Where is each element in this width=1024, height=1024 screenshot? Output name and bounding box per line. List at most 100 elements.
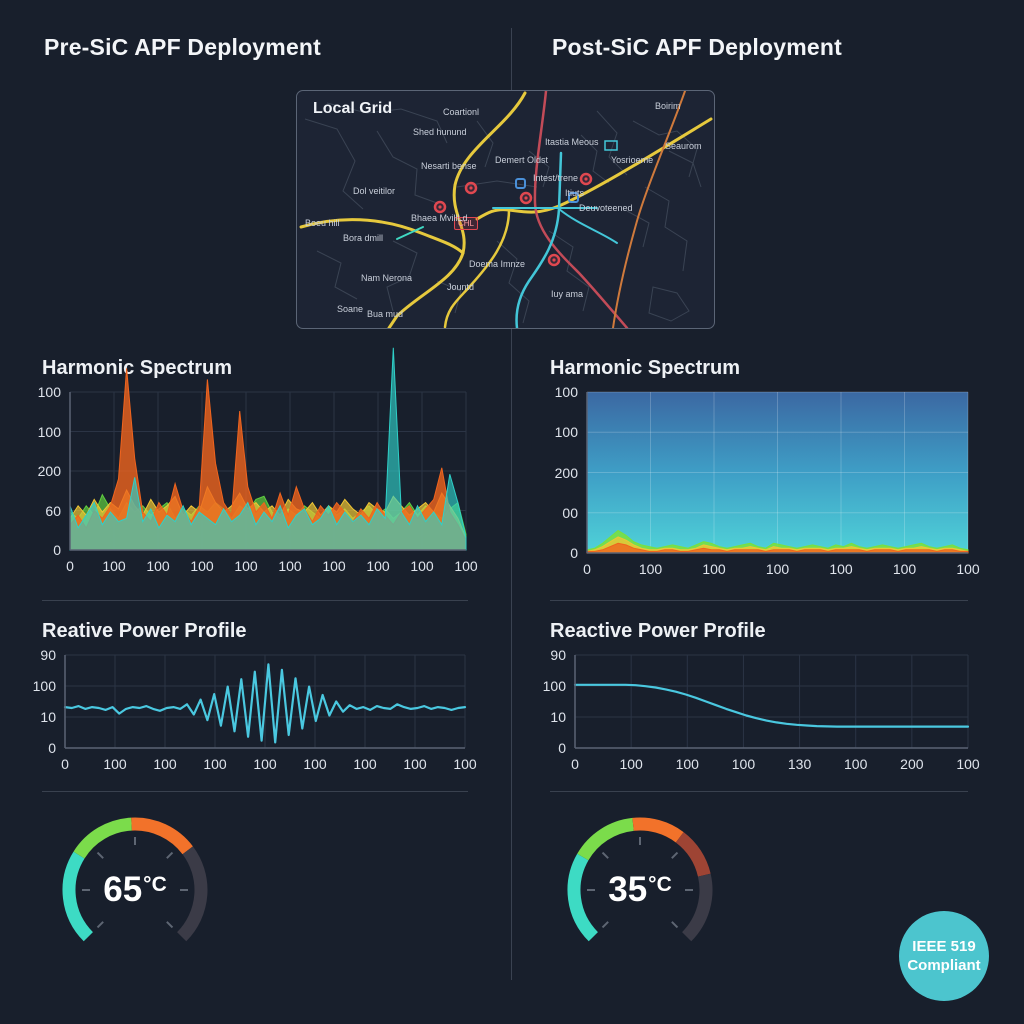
- map-title: Local Grid: [313, 100, 393, 117]
- ieee-519-compliance-badge: IEEE 519 Compliant: [899, 911, 989, 1001]
- map-place-label: Dol veitilor: [353, 186, 396, 196]
- x-tick-label: 100: [765, 561, 790, 577]
- x-tick-label: 100: [353, 756, 377, 772]
- reactive-power-line: [573, 683, 970, 728]
- map-place-label: Boeu hill: [305, 218, 340, 228]
- y-tick-label: 100: [32, 678, 56, 694]
- post-reactive-title: Reactive Power Profile: [550, 620, 766, 642]
- major-roads: [299, 91, 713, 328]
- map-markers: [433, 140, 618, 267]
- x-tick-label: 100: [102, 558, 126, 574]
- x-tick-label: 0: [66, 558, 74, 574]
- x-tick-label: 0: [61, 756, 69, 772]
- x-tick-label: 130: [787, 756, 812, 772]
- gauge-tick: [96, 921, 104, 929]
- x-tick-label: 100: [638, 561, 663, 577]
- map-place-label: Seaurom: [665, 141, 702, 151]
- post-deployment-title: Post-SiC APF Deployment: [552, 34, 842, 60]
- chart-canvas: [63, 654, 467, 749]
- gauge-tick: [166, 921, 174, 929]
- spectrum-series-orange: [586, 542, 969, 554]
- map-place-label: Shed hunund: [413, 127, 467, 137]
- pre-reactive-title: Reative Power Profile: [42, 620, 247, 642]
- x-tick-label: 100: [619, 756, 643, 772]
- gauge-arc-segment: [73, 817, 133, 859]
- map-place-label: Bhaea MvillLd: [411, 213, 468, 223]
- substation-marker-icon: [568, 192, 579, 203]
- fault-marker-icon: [464, 181, 478, 195]
- fault-marker-icon: [579, 172, 593, 186]
- separator-line: [550, 600, 968, 601]
- chart-canvas: [586, 391, 969, 554]
- x-tick-label: 100: [454, 558, 478, 574]
- y-tick-label: 0: [53, 542, 61, 558]
- gauge-arc-segment: [681, 873, 713, 942]
- gauge-arc-segment: [131, 817, 193, 855]
- badge-line-1: IEEE 519: [912, 937, 976, 955]
- map-place-label: Intest/trene: [533, 173, 579, 183]
- pre-reactive-power-chart: 90 100 10 0 0 100 100 100 100 100 100 100 100: [33, 647, 477, 772]
- chl-map-tag: CHL: [454, 217, 479, 230]
- post-temperature-value: 35 °C: [608, 870, 672, 909]
- x-tick-label: 100: [303, 756, 327, 772]
- feeder-teal: [396, 226, 424, 240]
- x-tick-label: 100: [322, 558, 346, 574]
- y-tick-label: 100: [554, 424, 578, 441]
- map-place-label: Doema Imnze: [469, 259, 526, 269]
- x-tick-label: 100: [410, 558, 434, 574]
- gauge-arc-segment: [567, 853, 599, 942]
- gauge-tick: [671, 921, 679, 929]
- x-tick-label: 100: [453, 756, 477, 772]
- pre-deployment-title: Pre-SiC APF Deployment: [44, 34, 322, 60]
- local-grid-map-panel: Local Grid CHL Coartionl Shed hunund Boiri…: [296, 90, 715, 329]
- badge-line-2: Compliant: [907, 957, 981, 974]
- pre-temperature-gauge: 65 °C: [36, 802, 236, 978]
- map-place-label: Demert Oldst: [495, 155, 549, 165]
- y-tick-label: 90: [550, 647, 566, 663]
- spectrum-gradient-background: [587, 392, 968, 553]
- x-tick-label: 100: [103, 756, 127, 772]
- gauge-arc-segment: [675, 832, 711, 877]
- map-place-label: Deuvoteened: [579, 203, 633, 213]
- map-place-label: Itiuts: [565, 188, 585, 198]
- chart-canvas: [573, 654, 970, 749]
- y-tick-label: 100: [554, 384, 578, 400]
- x-tick-label: 100: [892, 561, 917, 577]
- map-place-label: Coartionl: [443, 107, 480, 117]
- gauge-arc-segment: [62, 851, 94, 942]
- x-tick-label: 100: [234, 558, 258, 574]
- y-tick-label: 100: [37, 384, 61, 400]
- pre-harmonic-spectrum-chart: 100 100 200 60 0 0 100 100 100 100 100 100 100 100 100: [38, 347, 478, 574]
- map-place-label: Yosrioeme: [611, 155, 654, 165]
- x-tick-label: 100: [366, 558, 390, 574]
- reactive-power-line: [63, 663, 467, 744]
- y-tick-label: 10: [40, 709, 56, 725]
- x-tick-label: 100: [278, 558, 302, 574]
- grid-map-canvas: [299, 91, 713, 328]
- highway-yellow: [299, 218, 465, 255]
- fault-marker-icon: [519, 191, 533, 205]
- substation-marker-icon: [515, 178, 526, 189]
- y-tick-label: 10: [550, 709, 566, 725]
- separator-line: [42, 791, 468, 792]
- x-tick-label: 100: [146, 558, 170, 574]
- highway-yellow: [443, 208, 511, 328]
- feeder-cyan: [558, 208, 618, 244]
- y-tick-label: 60: [45, 502, 61, 519]
- gauge-arc-segment: [176, 846, 208, 942]
- map-place-label: Bua mud: [367, 309, 404, 319]
- map-place-label: Itastia Meous: [545, 137, 599, 147]
- x-tick-label: 100: [153, 756, 177, 772]
- minor-roads: [304, 102, 702, 324]
- center-divider: [511, 28, 512, 980]
- gauge-canvas: [62, 817, 208, 942]
- x-tick-label: 100: [956, 756, 980, 772]
- road-orange: [612, 91, 686, 328]
- gauge-canvas: [567, 817, 713, 942]
- sensor-marker-icon: [604, 140, 618, 151]
- map-place-label: Iuy ama: [551, 289, 584, 299]
- y-tick-label: 100: [542, 678, 566, 694]
- x-tick-label: 100: [844, 756, 868, 772]
- post-harmonic-title: Harmonic Spectrum: [550, 357, 741, 379]
